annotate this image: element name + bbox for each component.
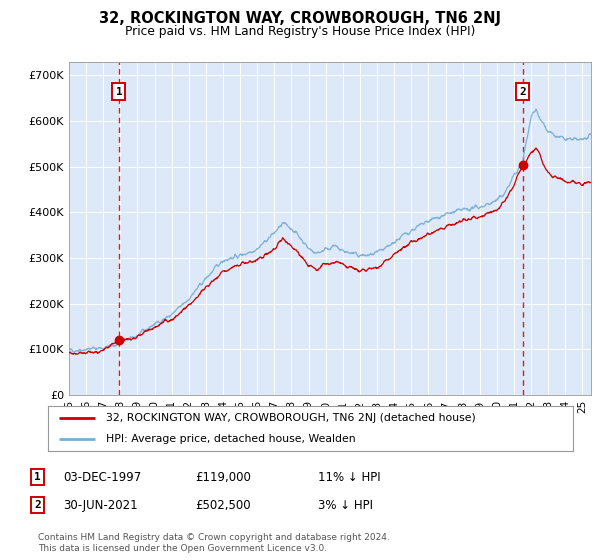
Text: 03-DEC-1997: 03-DEC-1997 <box>63 470 141 484</box>
Text: 11% ↓ HPI: 11% ↓ HPI <box>318 470 380 484</box>
Text: 2: 2 <box>34 500 41 510</box>
Text: £502,500: £502,500 <box>195 498 251 512</box>
Text: Contains HM Land Registry data © Crown copyright and database right 2024.
This d: Contains HM Land Registry data © Crown c… <box>38 533 389 553</box>
Text: HPI: Average price, detached house, Wealden: HPI: Average price, detached house, Weal… <box>106 433 355 444</box>
Text: 32, ROCKINGTON WAY, CROWBOROUGH, TN6 2NJ: 32, ROCKINGTON WAY, CROWBOROUGH, TN6 2NJ <box>99 11 501 26</box>
Text: 1: 1 <box>34 472 41 482</box>
Text: £119,000: £119,000 <box>195 470 251 484</box>
Text: 2: 2 <box>519 87 526 96</box>
Text: 30-JUN-2021: 30-JUN-2021 <box>63 498 137 512</box>
Text: Price paid vs. HM Land Registry's House Price Index (HPI): Price paid vs. HM Land Registry's House … <box>125 25 475 38</box>
Text: 32, ROCKINGTON WAY, CROWBOROUGH, TN6 2NJ (detached house): 32, ROCKINGTON WAY, CROWBOROUGH, TN6 2NJ… <box>106 413 476 423</box>
Text: 3% ↓ HPI: 3% ↓ HPI <box>318 498 373 512</box>
Text: 1: 1 <box>116 87 122 96</box>
